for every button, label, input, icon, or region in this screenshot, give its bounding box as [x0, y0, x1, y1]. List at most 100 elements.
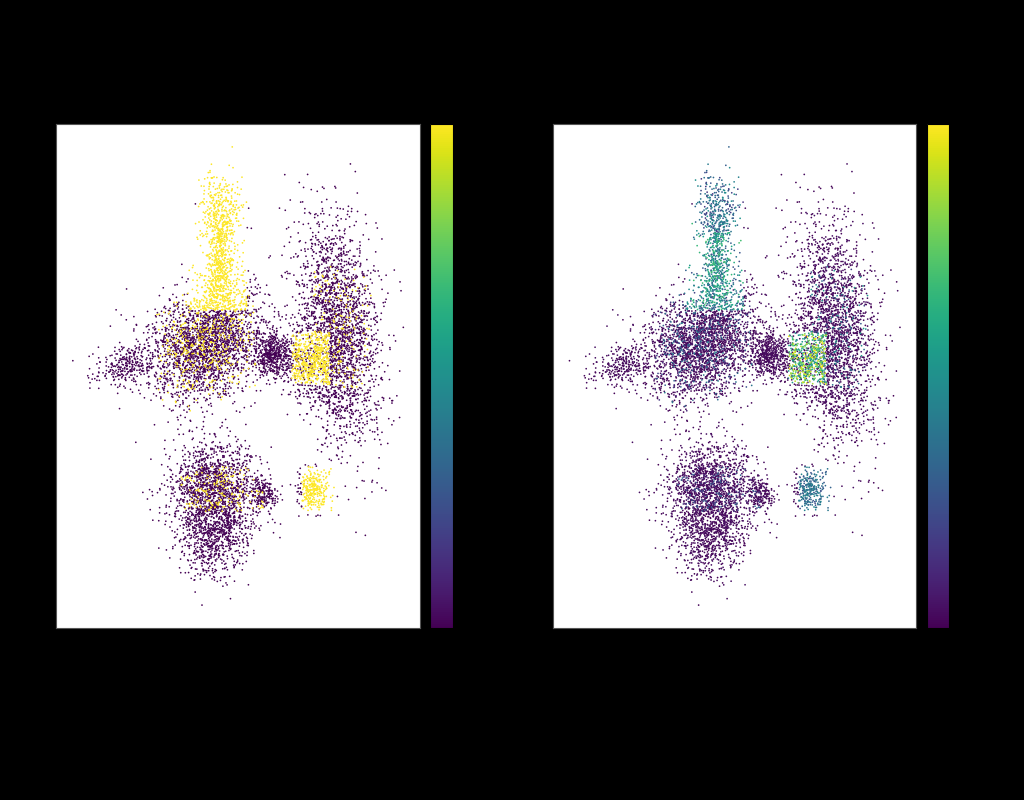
Point: [251, 489, 267, 502]
Point: [680, 572, 696, 585]
Point: [215, 210, 231, 222]
Point: [822, 284, 839, 297]
Point: [689, 569, 706, 582]
Point: [189, 483, 206, 496]
Point: [817, 383, 834, 396]
Point: [865, 476, 882, 489]
Point: [698, 470, 715, 483]
Point: [783, 361, 800, 374]
Point: [321, 295, 337, 308]
Point: [713, 332, 729, 345]
Point: [705, 517, 721, 530]
Point: [206, 258, 222, 271]
Point: [688, 521, 705, 534]
Point: [714, 474, 730, 487]
Point: [309, 266, 326, 278]
Point: [694, 373, 711, 386]
Point: [851, 474, 867, 487]
Point: [808, 295, 824, 308]
Point: [203, 238, 219, 251]
Point: [314, 389, 331, 402]
Point: [294, 368, 310, 381]
Point: [863, 333, 880, 346]
Point: [155, 320, 171, 333]
Point: [678, 338, 694, 350]
Point: [705, 496, 721, 509]
Point: [701, 318, 718, 331]
Point: [200, 509, 216, 522]
Point: [172, 357, 188, 370]
Point: [845, 381, 861, 394]
Point: [720, 502, 736, 515]
Point: [798, 331, 814, 344]
Point: [186, 380, 203, 393]
Point: [195, 448, 211, 461]
Point: [801, 307, 817, 320]
Point: [697, 467, 714, 480]
Point: [826, 214, 843, 227]
Point: [685, 490, 701, 503]
Point: [721, 299, 737, 312]
Point: [351, 285, 368, 298]
Point: [731, 385, 748, 398]
Point: [170, 340, 186, 353]
Point: [205, 191, 221, 204]
Point: [728, 406, 744, 418]
Point: [308, 372, 325, 385]
Point: [224, 376, 241, 389]
Point: [258, 369, 274, 382]
Point: [332, 258, 348, 270]
Point: [208, 446, 224, 458]
Point: [700, 344, 717, 357]
Point: [750, 346, 766, 358]
Point: [255, 482, 271, 495]
Point: [674, 458, 690, 471]
Point: [684, 445, 700, 458]
Point: [165, 542, 181, 555]
Point: [833, 339, 849, 352]
Point: [785, 343, 802, 356]
Point: [689, 351, 706, 364]
Point: [701, 457, 718, 470]
Point: [309, 486, 326, 499]
Point: [188, 518, 205, 531]
Point: [306, 493, 323, 506]
Point: [334, 432, 350, 445]
Point: [217, 520, 233, 533]
Point: [718, 291, 734, 304]
Point: [813, 495, 829, 508]
Point: [121, 352, 137, 365]
Point: [828, 412, 845, 425]
Point: [207, 291, 223, 304]
Point: [196, 534, 212, 547]
Point: [380, 359, 396, 372]
Point: [332, 333, 348, 346]
Point: [660, 331, 677, 344]
Point: [341, 312, 357, 325]
Point: [731, 269, 748, 282]
Point: [764, 376, 780, 389]
Point: [265, 342, 282, 354]
Point: [309, 509, 326, 522]
Point: [224, 397, 241, 410]
Point: [787, 343, 804, 356]
Point: [262, 469, 279, 482]
Point: [703, 439, 720, 452]
Point: [204, 365, 220, 378]
Point: [683, 462, 699, 474]
Point: [309, 479, 326, 492]
Point: [206, 468, 222, 481]
Point: [219, 357, 236, 370]
Point: [798, 305, 814, 318]
Point: [729, 366, 745, 379]
Point: [261, 481, 278, 494]
Point: [716, 348, 732, 361]
Point: [204, 550, 220, 563]
Point: [199, 393, 215, 406]
Point: [830, 300, 847, 313]
Point: [328, 310, 344, 322]
Point: [133, 368, 150, 381]
Point: [312, 358, 329, 371]
Point: [820, 389, 837, 402]
Point: [319, 419, 336, 432]
